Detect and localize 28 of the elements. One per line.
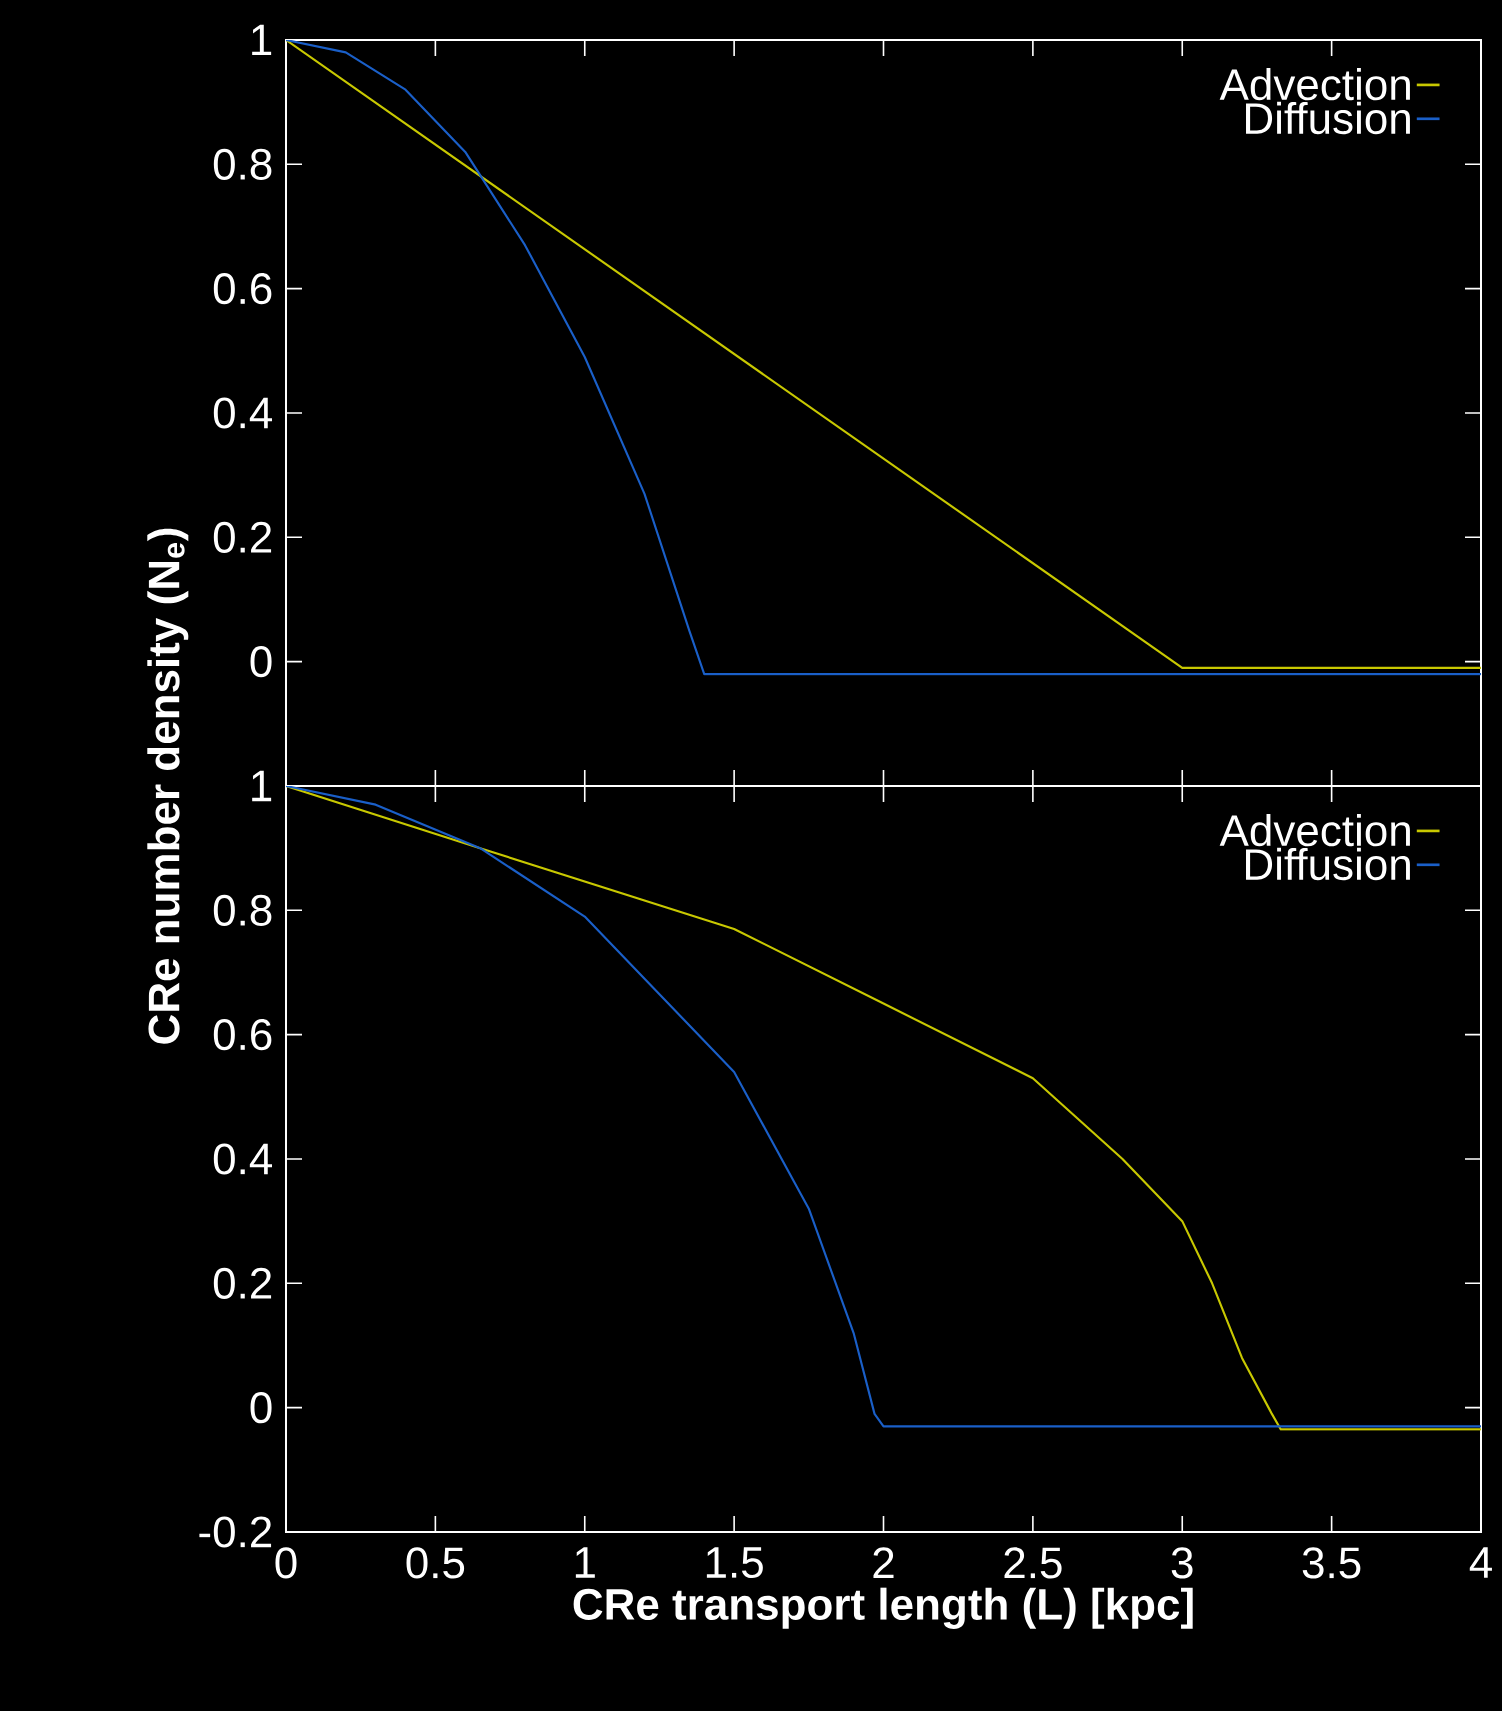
x-axis-title: CRe transport length (L) [kpc] <box>573 1587 1193 1629</box>
y-tick-label: 0 <box>250 646 272 678</box>
x-tick-label: 0.5 <box>406 1547 465 1579</box>
y-tick-label: 0.6 <box>213 273 272 305</box>
y-tick-label: 1 <box>252 770 272 802</box>
x-tick-label: 2 <box>873 1547 894 1579</box>
legend-label: Advection <box>1219 813 1410 847</box>
y-tick-label: 1 <box>252 24 272 56</box>
legend-label: Diffusion <box>1246 847 1410 881</box>
y-tick-label: 0.6 <box>213 1019 272 1051</box>
x-tick-label: 3 <box>1171 1547 1193 1579</box>
x-tick-label: 4 <box>1469 1547 1492 1578</box>
y-tick-label: 0.2 <box>213 1267 272 1299</box>
legend-label: Advection <box>1219 67 1410 101</box>
x-tick-label: 1.5 <box>706 1547 763 1579</box>
x-tick-label: 2.5 <box>1004 1547 1062 1579</box>
x-tick-label: 1 <box>575 1547 595 1578</box>
y-tick-label: 0.2 <box>213 521 272 553</box>
y-tick-label: 0.4 <box>213 397 273 429</box>
legend-label: Diffusion <box>1246 101 1410 135</box>
y-tick-label: 0.4 <box>213 1143 273 1175</box>
y-axis-title: CRe number density (N$_{e}$) <box>147 528 189 1044</box>
y-tick-label: 0 <box>250 1392 272 1424</box>
y-tick-label: -0.2 <box>199 1516 272 1548</box>
y-tick-label: 0.8 <box>213 148 272 180</box>
x-tick-label: 3.5 <box>1302 1547 1361 1579</box>
y-tick-label: 0.8 <box>213 894 272 926</box>
x-tick-label: 0 <box>275 1547 297 1579</box>
